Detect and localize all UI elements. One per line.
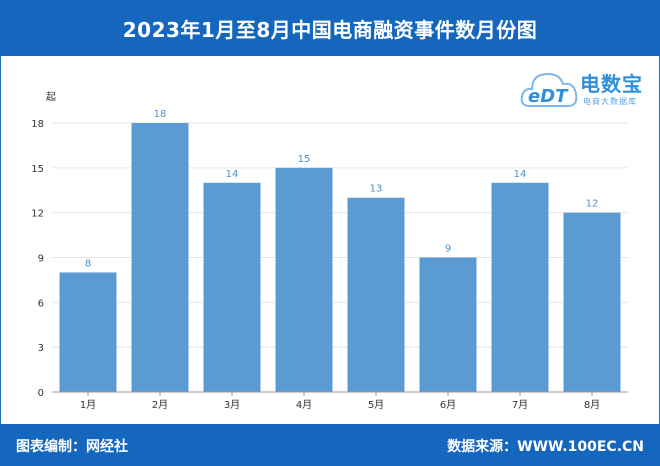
bar <box>59 272 117 392</box>
bar <box>491 182 549 392</box>
logo-mark: eDT <box>528 86 568 107</box>
bar <box>203 182 261 392</box>
data-label: 9 <box>445 244 451 255</box>
footer-compiler: 图表编制：网经社 <box>16 439 128 455</box>
y-tick-label: 15 <box>31 164 44 175</box>
chart-title: 2023年1月至8月中国电商融资事件数月份图 <box>122 17 538 42</box>
data-label: 13 <box>370 184 383 195</box>
x-tick-label: 7月 <box>512 399 528 411</box>
bar <box>563 212 621 392</box>
bar <box>275 167 333 392</box>
y-tick-label: 3 <box>38 343 44 354</box>
y-tick-label: 12 <box>31 209 44 220</box>
y-tick-label: 18 <box>31 119 44 130</box>
x-tick-label: 4月 <box>296 399 312 411</box>
logo-brand-subtitle: 电商大数据库 <box>583 97 637 106</box>
x-tick-label: 2月 <box>152 399 168 411</box>
cloud-icon <box>520 72 578 107</box>
y-tick-label: 0 <box>38 388 44 399</box>
bar-chart: 起 0 3 6 9 12 15 18 8 1月 18 2月 14 3月 15 4月 13 5月 9 6月 14 7月 12 8… <box>31 91 628 411</box>
x-tick-label: 1月 <box>80 399 96 411</box>
brand-logo: eDT 电数宝 电商大数据库 <box>520 62 650 114</box>
logo-brand-name: 电数宝 <box>580 72 643 96</box>
x-tick-label: 8月 <box>584 399 600 411</box>
data-label: 14 <box>226 169 239 180</box>
data-label: 15 <box>298 154 311 165</box>
bar <box>419 257 477 392</box>
footer-source: 数据来源：WWW.100EC.CN <box>447 439 644 455</box>
y-tick-label: 9 <box>38 254 44 265</box>
y-axis-unit-label: 起 <box>46 91 56 103</box>
chart-footer: 图表编制：网经社 数据来源：WWW.100EC.CN <box>0 424 660 466</box>
data-label: 18 <box>154 109 167 120</box>
x-tick-label: 5月 <box>368 399 384 411</box>
bar <box>131 123 189 392</box>
y-tick-label: 6 <box>38 298 44 309</box>
data-label: 8 <box>85 258 91 269</box>
data-label: 12 <box>586 199 599 210</box>
x-tick-label: 3月 <box>224 399 240 411</box>
bar <box>347 197 405 392</box>
chart-title-banner: 2023年1月至8月中国电商融资事件数月份图 <box>0 0 660 56</box>
x-tick-label: 6月 <box>440 399 456 411</box>
data-label: 14 <box>514 169 527 180</box>
